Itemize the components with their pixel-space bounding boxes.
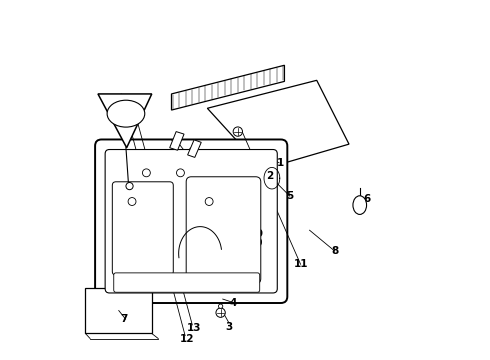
- Text: 10: 10: [248, 238, 263, 248]
- Text: 9: 9: [256, 229, 263, 239]
- Text: 7: 7: [120, 314, 127, 324]
- Circle shape: [126, 183, 133, 190]
- FancyBboxPatch shape: [112, 182, 173, 275]
- Polygon shape: [170, 132, 184, 150]
- Text: 11: 11: [294, 259, 308, 269]
- Circle shape: [219, 304, 223, 309]
- Text: 12: 12: [180, 333, 194, 343]
- Polygon shape: [207, 80, 349, 169]
- FancyBboxPatch shape: [114, 273, 260, 292]
- Ellipse shape: [107, 100, 145, 127]
- Polygon shape: [172, 65, 285, 110]
- Ellipse shape: [353, 196, 367, 215]
- Text: 3: 3: [225, 322, 232, 332]
- Bar: [85, 288, 152, 333]
- Text: 5: 5: [286, 191, 294, 201]
- FancyBboxPatch shape: [95, 139, 287, 303]
- Text: 13: 13: [187, 323, 201, 333]
- Text: 2: 2: [267, 171, 274, 181]
- Circle shape: [216, 308, 225, 318]
- Circle shape: [176, 169, 184, 177]
- FancyBboxPatch shape: [105, 149, 277, 293]
- Text: 8: 8: [331, 246, 338, 256]
- Circle shape: [233, 127, 243, 136]
- FancyBboxPatch shape: [186, 177, 261, 284]
- Polygon shape: [98, 94, 152, 148]
- Text: 6: 6: [363, 194, 370, 204]
- Text: 1: 1: [277, 158, 285, 168]
- Polygon shape: [188, 140, 201, 157]
- Circle shape: [128, 198, 136, 206]
- Circle shape: [143, 169, 150, 177]
- Text: 4: 4: [230, 298, 237, 308]
- Circle shape: [205, 198, 213, 206]
